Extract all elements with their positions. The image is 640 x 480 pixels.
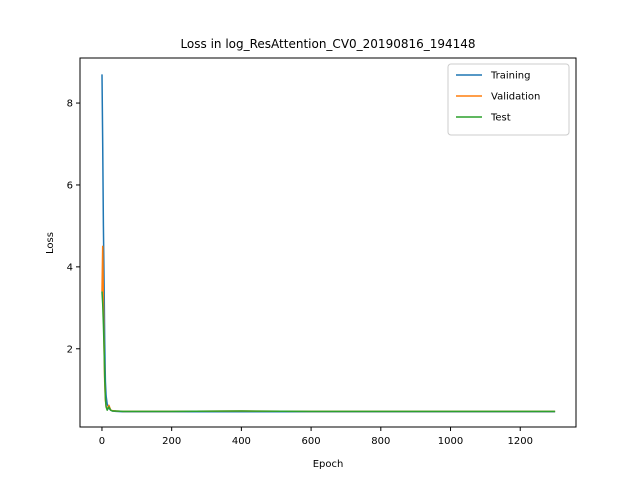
x-tick-label: 800	[371, 436, 390, 447]
axes-frame	[79, 57, 577, 428]
x-axis: 0 200 400 600 800 1000 1200	[99, 427, 533, 447]
x-axis-title: Epoch	[313, 459, 344, 470]
y-tick-label: 4	[67, 262, 73, 273]
plot-area	[101, 74, 556, 413]
x-tick-label: 1200	[508, 436, 533, 447]
y-tick-label: 8	[67, 99, 73, 110]
x-tick-label: 200	[162, 436, 181, 447]
legend: Training Validation Test	[447, 63, 570, 136]
x-tick-label: 1000	[438, 436, 463, 447]
y-tick-label: 2	[67, 344, 73, 355]
legend-label-validation: Validation	[491, 92, 540, 103]
y-tick-label: 6	[67, 180, 73, 191]
x-tick-label: 400	[232, 436, 251, 447]
series-line-test	[101, 291, 556, 413]
y-axis: 2 4 6 8	[67, 99, 80, 355]
legend-label-test: Test	[490, 113, 511, 124]
x-tick-label: 600	[302, 436, 321, 447]
x-tick-label: 0	[99, 436, 105, 447]
legend-label-training: Training	[490, 71, 530, 82]
chart-title: Loss in log_ResAttention_CV0_20190816_19…	[180, 37, 475, 51]
y-axis-title: Loss	[45, 232, 56, 254]
